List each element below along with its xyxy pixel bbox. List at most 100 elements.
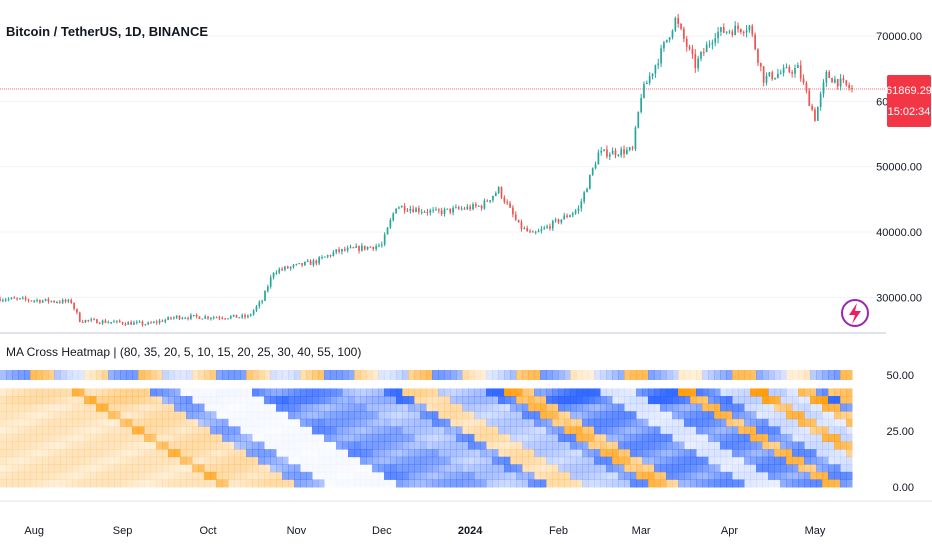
heatmap-cell xyxy=(408,479,415,488)
candle xyxy=(500,186,503,200)
heatmap-cell xyxy=(54,370,61,380)
heatmap-cell xyxy=(132,471,139,480)
candle xyxy=(731,29,734,38)
heatmap-cell xyxy=(654,464,661,473)
heatmap-cell xyxy=(402,456,409,465)
heatmap-cell xyxy=(774,426,781,435)
heatmap-cell xyxy=(702,456,709,465)
heatmap-cell xyxy=(12,433,19,443)
heatmap-cell xyxy=(576,370,583,380)
heatmap-cell xyxy=(660,418,667,427)
heatmap-cell xyxy=(174,403,181,412)
candle xyxy=(39,299,41,304)
lightning-bolt-icon[interactable] xyxy=(841,299,869,327)
heatmap-cell xyxy=(690,456,697,465)
heatmap-cell xyxy=(780,426,787,435)
candle xyxy=(409,205,412,214)
symbol-title[interactable]: Bitcoin / TetherUS, 1D, BINANCE xyxy=(6,24,208,39)
heatmap-cell xyxy=(846,418,853,427)
heatmap-cell xyxy=(750,456,757,465)
heatmap-cell xyxy=(618,456,625,465)
candle xyxy=(16,297,18,301)
candle xyxy=(668,37,671,43)
heatmap-cell xyxy=(732,433,739,443)
heatmap-cell xyxy=(450,403,457,412)
heatmap-cell xyxy=(798,396,805,405)
heatmap-cell xyxy=(576,464,583,473)
candle xyxy=(135,320,138,325)
candle xyxy=(620,146,623,158)
heatmap-cell xyxy=(348,370,355,380)
heatmap-cell xyxy=(162,426,169,435)
heatmap-cell xyxy=(54,471,61,480)
heatmap-cell xyxy=(126,441,133,450)
heatmap-cell xyxy=(642,456,649,465)
time-axis[interactable]: Aug Sep Oct Nov Dec 2024 Feb Mar Apr May xyxy=(24,525,825,537)
heatmap-cell xyxy=(594,449,601,458)
heatmap-cell xyxy=(354,441,361,450)
heatmap-cell xyxy=(660,479,667,488)
heatmap-cell xyxy=(336,464,343,472)
heatmap-cell xyxy=(630,449,637,458)
heatmap-cell xyxy=(738,441,745,450)
heatmap-cell xyxy=(132,388,139,397)
heatmap-cell xyxy=(114,456,121,465)
heatmap-cell xyxy=(588,456,595,465)
heatmap-cell xyxy=(570,433,577,443)
heatmap-cell xyxy=(600,441,607,450)
heatmap-cell xyxy=(480,441,487,450)
indicator-title[interactable]: MA Cross Heatmap | (80, 35, 20, 5, 10, 1… xyxy=(6,345,361,359)
heatmap-cell xyxy=(210,404,217,412)
heatmap-cell xyxy=(372,464,379,473)
heatmap-cell xyxy=(492,370,499,380)
heatmap-cell xyxy=(12,471,19,480)
heatmap-cell xyxy=(432,449,439,458)
heatmap-cell xyxy=(360,411,367,420)
heatmap-cell xyxy=(144,449,151,458)
heatmap-cell xyxy=(252,418,259,427)
heatmap-cell xyxy=(774,449,781,458)
heatmap-cell xyxy=(282,419,289,427)
heatmap-cell xyxy=(684,479,691,488)
heatmap-cell xyxy=(654,411,661,420)
heatmap-cell xyxy=(540,471,547,480)
heatmap-cell xyxy=(828,396,835,405)
heatmap-cell xyxy=(282,426,289,434)
heatmap-cell xyxy=(582,411,589,420)
heatmap-cell xyxy=(48,403,55,412)
heatmap-cell xyxy=(222,479,229,488)
heatmap-cell xyxy=(426,411,433,420)
candle xyxy=(221,316,224,320)
heatmap-cell xyxy=(378,479,385,488)
heatmap-cell xyxy=(384,471,391,480)
heatmap-cell xyxy=(288,479,295,488)
heatmap-cell xyxy=(696,441,703,450)
heatmap-cell xyxy=(228,411,235,419)
candle xyxy=(56,300,58,304)
heatmap-cell xyxy=(264,403,271,412)
last-price-label: 61869.29 xyxy=(886,85,932,97)
heatmap-cell xyxy=(270,388,277,397)
heatmap-cell xyxy=(0,418,7,427)
heatmap-cell xyxy=(372,449,379,458)
candle xyxy=(634,125,637,152)
heatmap-cell xyxy=(786,388,793,397)
heatmap-cell xyxy=(330,449,337,457)
candle xyxy=(201,318,204,320)
heatmap-cell xyxy=(756,433,763,443)
heatmap-cell xyxy=(810,388,817,397)
heatmap-cell xyxy=(12,396,19,405)
heatmap-cell xyxy=(426,441,433,450)
heatmap-cell xyxy=(504,456,511,465)
heatmap-cell xyxy=(384,411,391,420)
heatmap-cell xyxy=(540,449,547,458)
heatmap-cell xyxy=(516,479,523,488)
heatmap-cell xyxy=(468,388,475,397)
heatmap xyxy=(0,370,853,488)
heatmap-cell xyxy=(378,396,385,405)
candlestick-series[interactable] xyxy=(0,13,853,327)
